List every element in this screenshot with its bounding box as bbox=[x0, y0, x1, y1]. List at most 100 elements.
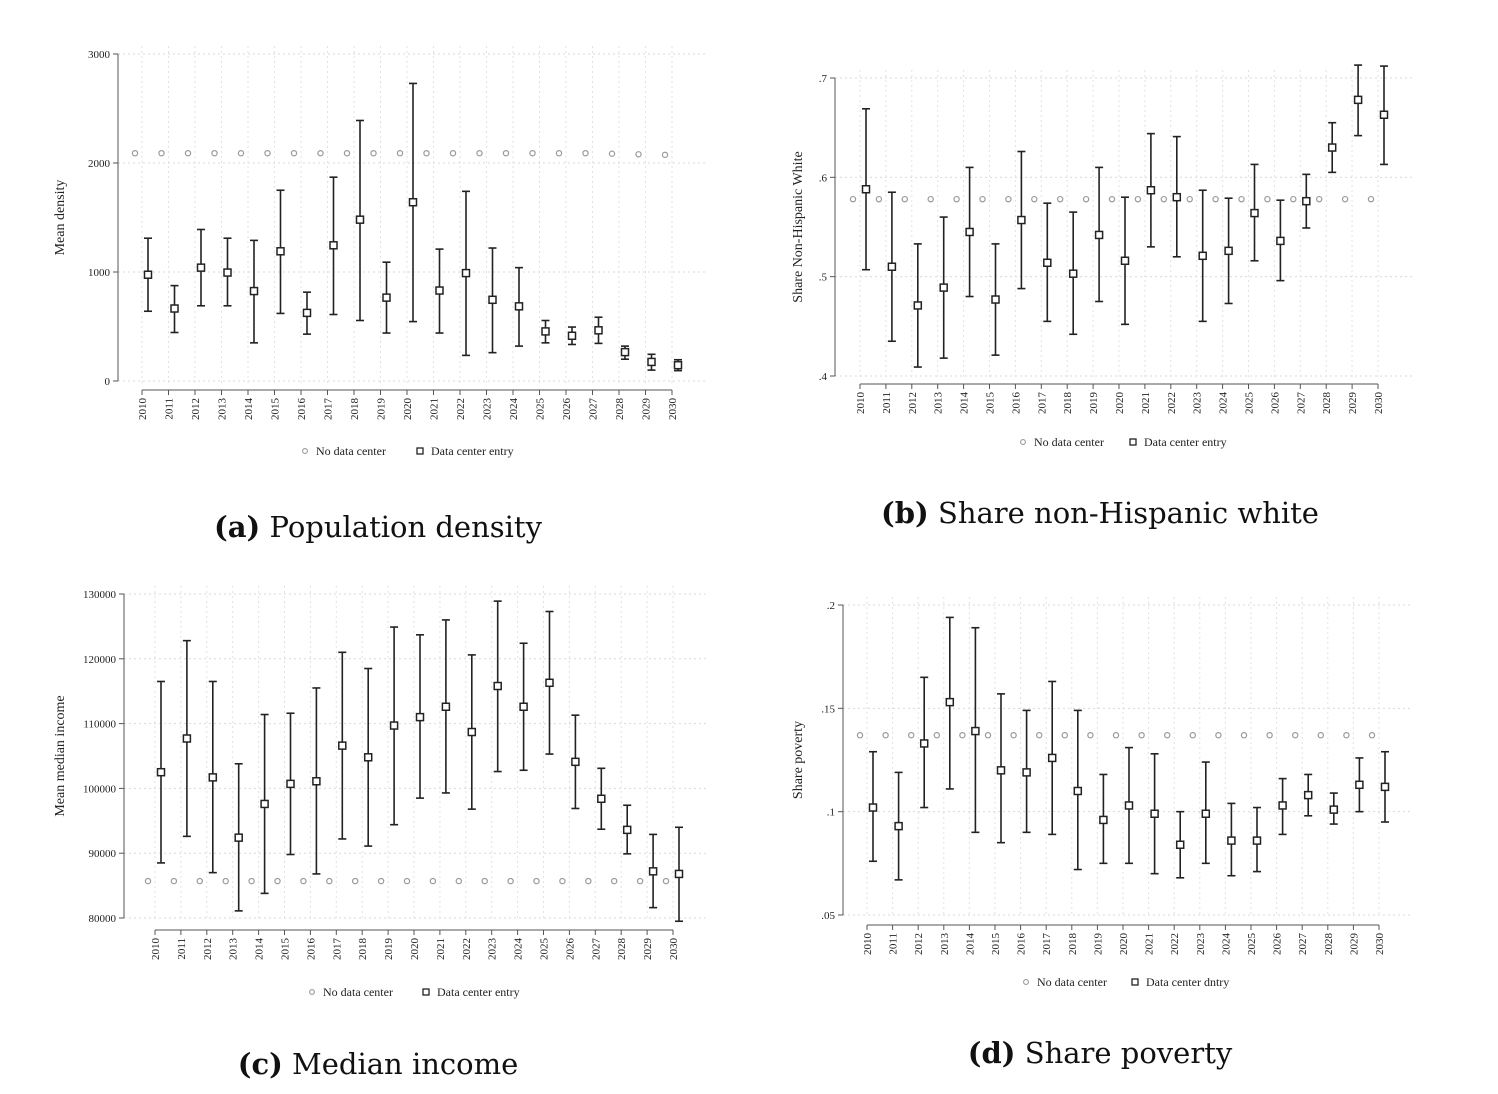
point-data-center-entry bbox=[1201, 809, 1211, 818]
point-data-center-entry bbox=[945, 697, 955, 707]
x-tick-label: 2026 bbox=[564, 938, 576, 961]
x-tick-label: 2028 bbox=[1321, 392, 1333, 415]
x-tick-label: 2017 bbox=[331, 938, 343, 961]
y-tick-label: .5 bbox=[819, 272, 828, 284]
x-tick-label: 2017 bbox=[1036, 392, 1048, 415]
point-data-center-entry bbox=[1353, 95, 1363, 105]
point-no-data-center bbox=[507, 877, 514, 885]
x-tick-label: 2028 bbox=[1323, 933, 1335, 956]
y-tick-label: .2 bbox=[827, 600, 835, 612]
point-no-data-center bbox=[1112, 732, 1120, 739]
x-tick-label: 2030 bbox=[1373, 392, 1385, 415]
point-data-center-entry bbox=[488, 295, 497, 305]
point-no-data-center bbox=[248, 877, 255, 885]
point-no-data-center bbox=[449, 149, 457, 157]
point-data-center-entry bbox=[1327, 143, 1337, 152]
chart-panel-b: .4 .5 .6 .7 Share Non-Hispanic White 2010 2011… bbox=[791, 64, 1415, 530]
x-tick-label: 2022 bbox=[1169, 933, 1181, 955]
x-tick-label: 2026 bbox=[1272, 933, 1284, 956]
point-no-data-center bbox=[343, 149, 351, 157]
point-no-data-center bbox=[1341, 195, 1349, 203]
point-no-data-center bbox=[1108, 195, 1116, 203]
legend-label-data-center-entry: Data center entry bbox=[431, 444, 514, 458]
point-no-data-center bbox=[274, 877, 281, 885]
y-tick-label: 120000 bbox=[83, 654, 117, 666]
point-data-center-entry bbox=[919, 739, 929, 748]
point-no-data-center bbox=[264, 149, 271, 157]
point-data-center-entry bbox=[514, 302, 524, 311]
point-data-center-entry bbox=[913, 301, 923, 310]
y-axis-label: Mean density bbox=[53, 180, 68, 256]
x-tick-label: 2013 bbox=[933, 392, 945, 415]
y-tick-label: .7 bbox=[819, 73, 828, 85]
point-no-data-center bbox=[608, 150, 616, 157]
point-no-data-center bbox=[1189, 732, 1197, 739]
point-no-data-center bbox=[1087, 732, 1094, 739]
point-no-data-center bbox=[222, 877, 229, 885]
point-no-data-center bbox=[1212, 195, 1219, 203]
point-data-center-entry bbox=[249, 286, 259, 296]
x-tick-label: 2024 bbox=[1218, 392, 1230, 415]
point-no-data-center bbox=[1035, 732, 1043, 739]
x-tick-label: 2023 bbox=[487, 938, 499, 961]
legend-label-no-data-center: No data center bbox=[1034, 435, 1104, 449]
point-no-data-center bbox=[953, 195, 960, 203]
point-data-center-entry bbox=[571, 757, 580, 767]
point-no-data-center bbox=[377, 877, 385, 885]
x-tick-label: 2021 bbox=[429, 398, 441, 420]
point-no-data-center bbox=[636, 877, 644, 885]
x-tick-label: 2021 bbox=[1140, 392, 1152, 414]
x-tick-label: 2014 bbox=[243, 398, 255, 421]
x-tick-label: 2027 bbox=[590, 938, 602, 961]
point-data-center-entry bbox=[363, 753, 373, 762]
x-tick-label: 2012 bbox=[913, 933, 925, 955]
x-tick-label: 2013 bbox=[939, 933, 951, 956]
x-tick-label: 2027 bbox=[1295, 392, 1307, 415]
point-data-center-entry bbox=[541, 327, 550, 336]
point-no-data-center bbox=[1317, 732, 1325, 739]
legend-marker-no-data-center bbox=[1023, 979, 1029, 985]
point-no-data-center bbox=[455, 877, 462, 885]
point-no-data-center bbox=[662, 877, 670, 885]
x-tick-label: 2011 bbox=[888, 933, 900, 955]
point-data-center-entry bbox=[597, 794, 606, 804]
point-no-data-center bbox=[237, 149, 245, 157]
x-tick-label: 2011 bbox=[176, 938, 188, 960]
point-data-center-entry bbox=[1302, 196, 1311, 206]
x-tick-label: 2030 bbox=[1374, 933, 1386, 956]
point-no-data-center bbox=[396, 149, 404, 157]
point-data-center-entry bbox=[223, 268, 232, 277]
point-data-center-entry bbox=[389, 721, 399, 730]
point-data-center-entry bbox=[939, 283, 948, 292]
x-tick-label: 2022 bbox=[455, 398, 467, 420]
point-no-data-center bbox=[317, 149, 324, 157]
x-tick-label: 2015 bbox=[270, 398, 282, 421]
y-tick-label: 1000 bbox=[88, 267, 111, 279]
x-tick-label: 2016 bbox=[1016, 933, 1028, 956]
point-no-data-center bbox=[1163, 732, 1171, 739]
point-data-center-entry bbox=[674, 869, 684, 879]
point-no-data-center bbox=[144, 877, 152, 885]
legend: No data center Data center entry bbox=[309, 985, 520, 999]
point-no-data-center bbox=[1134, 195, 1142, 203]
point-data-center-entry bbox=[312, 777, 321, 786]
point-data-center-entry bbox=[971, 726, 980, 736]
point-no-data-center bbox=[927, 195, 934, 203]
point-data-center-entry bbox=[1380, 782, 1390, 792]
x-tick-label: 2011 bbox=[164, 398, 176, 420]
x-tick-label: 2025 bbox=[1244, 392, 1256, 415]
point-data-center-entry bbox=[1175, 840, 1185, 849]
point-data-center-entry bbox=[170, 304, 179, 313]
x-tick-label: 2024 bbox=[508, 398, 520, 421]
point-data-center-entry bbox=[594, 326, 603, 335]
point-data-center-entry bbox=[1150, 809, 1159, 818]
y-tick-label: 110000 bbox=[83, 719, 116, 731]
y-tick-label: .05 bbox=[821, 910, 835, 922]
panel-caption-label: (c) bbox=[238, 1047, 283, 1081]
point-no-data-center bbox=[326, 877, 333, 885]
legend-label-no-data-center: No data center bbox=[323, 985, 393, 999]
point-data-center-entry bbox=[991, 295, 1000, 304]
panel-caption-label: (b) bbox=[881, 496, 929, 530]
legend-marker-no-data-center bbox=[302, 448, 308, 454]
